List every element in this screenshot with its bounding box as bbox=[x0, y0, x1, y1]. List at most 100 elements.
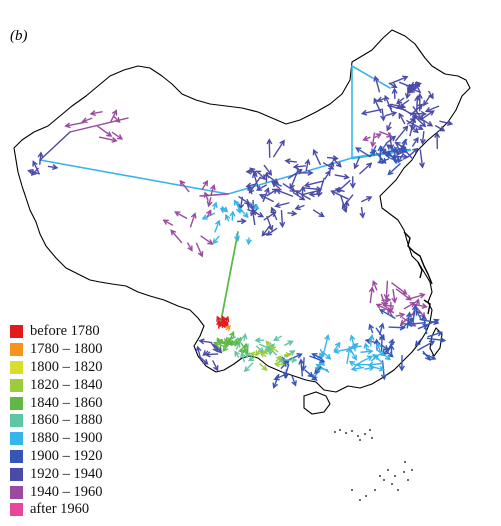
migration-arrow bbox=[238, 195, 251, 205]
migration-arrow bbox=[275, 355, 282, 363]
migration-arrow bbox=[237, 347, 248, 354]
legend-swatch bbox=[10, 449, 23, 463]
migration-arrow bbox=[415, 114, 434, 127]
legend-item: 1880 – 1900 bbox=[10, 430, 103, 448]
migration-arrow bbox=[371, 145, 377, 155]
migration-arrow bbox=[399, 312, 415, 326]
migration-arrow bbox=[162, 219, 174, 226]
migration-arrow bbox=[398, 355, 405, 372]
route-line bbox=[39, 159, 229, 195]
migration-arrow bbox=[358, 162, 373, 175]
migration-arrow bbox=[378, 130, 393, 138]
migration-arrow bbox=[312, 209, 325, 218]
migration-arrow bbox=[406, 117, 417, 125]
legend-item: before 1780 bbox=[10, 323, 103, 341]
legend-swatch bbox=[10, 432, 23, 446]
legend-swatch bbox=[10, 343, 23, 357]
migration-arrow bbox=[255, 345, 265, 353]
legend-label: 1940 – 1960 bbox=[30, 483, 103, 500]
migration-arrow bbox=[423, 93, 432, 107]
migration-arrow bbox=[292, 191, 306, 201]
migration-arrow bbox=[372, 279, 378, 291]
migration-arrow bbox=[179, 179, 190, 193]
legend-label: 1840 – 1860 bbox=[30, 394, 103, 411]
migration-arrow bbox=[212, 343, 223, 354]
migration-arrow bbox=[384, 94, 393, 112]
migration-arrow bbox=[214, 219, 221, 233]
migration-arrow bbox=[248, 201, 260, 210]
migration-arrow bbox=[235, 336, 242, 346]
migration-arrow bbox=[330, 190, 349, 200]
migration-arrow bbox=[388, 82, 398, 88]
migration-arrow bbox=[416, 92, 423, 112]
migration-arrow bbox=[255, 348, 262, 357]
migration-arrow bbox=[239, 351, 246, 363]
migration-arrow bbox=[32, 160, 40, 174]
legend-item: 1860 – 1880 bbox=[10, 412, 103, 430]
migration-arrow bbox=[396, 99, 410, 110]
migration-arrow bbox=[411, 304, 418, 323]
migration-arrow bbox=[47, 164, 59, 171]
migration-arrow bbox=[220, 321, 226, 329]
migration-arrow bbox=[212, 341, 226, 348]
china-border bbox=[13, 29, 471, 393]
migration-arrow bbox=[263, 171, 270, 183]
migration-arrow bbox=[202, 350, 209, 357]
migration-arrow bbox=[265, 227, 278, 236]
migration-arrow bbox=[381, 302, 394, 309]
legend-item: 1920 – 1940 bbox=[10, 465, 103, 483]
migration-arrow bbox=[312, 148, 322, 166]
migration-arrow bbox=[272, 373, 280, 389]
migration-arrow bbox=[328, 160, 335, 174]
migration-arrow bbox=[359, 206, 366, 219]
migration-arrow bbox=[284, 158, 297, 165]
migration-arrow bbox=[316, 177, 326, 198]
migration-arrow bbox=[377, 145, 384, 163]
migration-arrow bbox=[398, 81, 417, 90]
migration-arrow bbox=[216, 315, 222, 324]
migration-arrow bbox=[170, 229, 183, 244]
migration-routes bbox=[39, 65, 412, 327]
migration-arrow bbox=[254, 337, 265, 344]
migration-arrow bbox=[384, 152, 399, 159]
migration-arrow bbox=[348, 360, 358, 367]
migration-arrow bbox=[385, 110, 398, 117]
migration-arrow bbox=[309, 355, 326, 363]
migration-arrow bbox=[234, 233, 240, 242]
migration-arrow bbox=[247, 184, 253, 195]
migration-arrow bbox=[401, 138, 408, 154]
migration-arrow bbox=[378, 334, 385, 352]
migration-arrow bbox=[273, 335, 283, 341]
migration-arrow bbox=[229, 210, 236, 221]
migration-arrow bbox=[406, 147, 419, 158]
migration-arrow bbox=[415, 309, 423, 321]
migration-arrow bbox=[279, 210, 286, 229]
legend-item: 1840 – 1860 bbox=[10, 394, 103, 412]
migration-arrow bbox=[334, 173, 350, 180]
migration-arrow bbox=[422, 318, 440, 328]
migration-arrow bbox=[387, 162, 401, 176]
migration-arrow bbox=[418, 149, 425, 169]
migration-arrow bbox=[212, 235, 220, 245]
legend-item: 1780 – 1800 bbox=[10, 341, 103, 359]
migration-arrow bbox=[195, 242, 204, 258]
migration-arrow bbox=[215, 339, 225, 345]
migration-arrow bbox=[391, 282, 408, 295]
migration-arrow bbox=[255, 184, 268, 191]
migration-arrow bbox=[311, 352, 321, 359]
migration-arrow bbox=[243, 362, 254, 373]
migration-arrow bbox=[282, 182, 296, 193]
legend-label: 1920 – 1940 bbox=[30, 465, 103, 482]
migration-arrow bbox=[422, 350, 431, 362]
migration-arrow bbox=[283, 357, 298, 364]
migration-arrow bbox=[283, 340, 294, 346]
migration-arrow bbox=[237, 218, 247, 225]
legend-label: 1880 – 1900 bbox=[30, 430, 103, 447]
migration-arrow bbox=[262, 348, 271, 355]
migration-arrow bbox=[345, 346, 352, 365]
migration-arrow bbox=[283, 351, 292, 358]
migration-arrow bbox=[376, 349, 385, 357]
migration-arrow bbox=[252, 171, 259, 189]
legend-label: 1900 – 1920 bbox=[30, 447, 103, 464]
migration-arrow bbox=[406, 292, 426, 301]
